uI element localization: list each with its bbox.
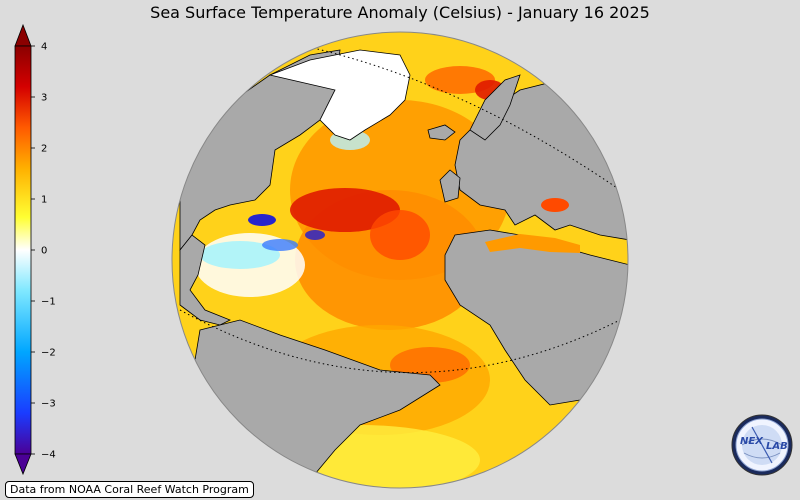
nexlab-globe-logo-icon: NEX LAB bbox=[731, 414, 793, 476]
central-america bbox=[179, 234, 231, 326]
colorbar-bar bbox=[14, 23, 32, 476]
colorbar-tick-label: −3 bbox=[41, 399, 56, 410]
logo-text-right: LAB bbox=[766, 441, 788, 452]
map-title: Sea Surface Temperature Anomaly (Celsius… bbox=[150, 3, 650, 22]
colorbar-tick-label: 1 bbox=[41, 195, 47, 206]
iceland bbox=[427, 124, 456, 141]
colorbar-tick-label: −4 bbox=[41, 450, 56, 461]
globe-map bbox=[171, 31, 629, 489]
colorbar-tick-label: 2 bbox=[41, 144, 47, 155]
greenland bbox=[268, 49, 411, 141]
colorbar-tick-label: 4 bbox=[41, 42, 47, 53]
graticule-lines bbox=[179, 44, 621, 373]
british-isles bbox=[439, 169, 461, 203]
colorbar-tick-label: 3 bbox=[41, 93, 47, 104]
colorbar: 4 3 2 1 0 −1 −2 −3 −4 bbox=[14, 23, 56, 476]
logo-text-left: NEX bbox=[740, 436, 764, 447]
colorbar-tick-label: −1 bbox=[41, 297, 56, 308]
colorbar-tick-label: 0 bbox=[41, 246, 47, 257]
scandinavia bbox=[469, 74, 521, 141]
data-credit-label: Data from NOAA Coral Reef Watch Program bbox=[5, 481, 254, 498]
north-america bbox=[179, 49, 341, 252]
globe-outline bbox=[171, 31, 629, 489]
colorbar-ticks: 4 3 2 1 0 −1 −2 −3 −4 bbox=[31, 42, 56, 461]
colorbar-tick-label: −2 bbox=[41, 348, 56, 359]
mediterranean-sea bbox=[485, 198, 580, 253]
land-masses bbox=[179, 49, 628, 488]
